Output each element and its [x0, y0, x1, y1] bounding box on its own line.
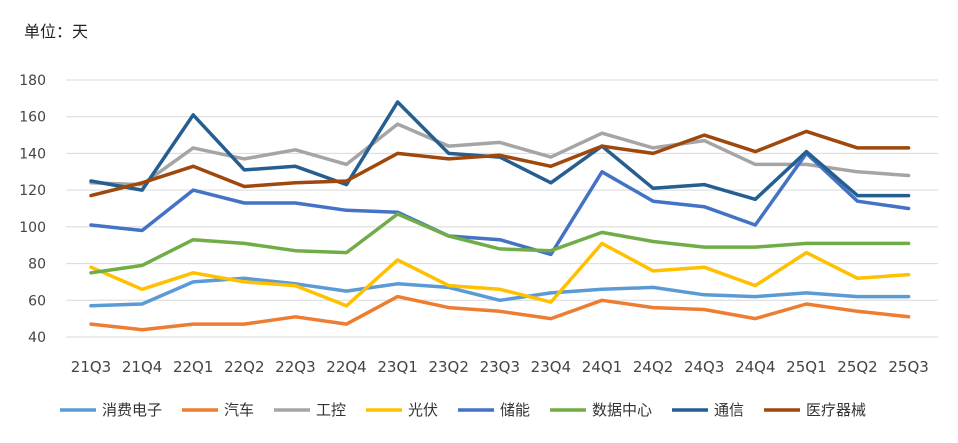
y-tick-label: 120 — [19, 183, 46, 199]
x-tick-label: 22Q3 — [275, 358, 315, 376]
series-line — [89, 122, 911, 187]
x-tick-label: 24Q3 — [684, 358, 724, 376]
x-tick-label: 23Q4 — [531, 358, 571, 376]
legend-label: 汽车 — [224, 401, 254, 419]
series-line — [89, 241, 911, 308]
x-tick-label: 24Q1 — [582, 358, 622, 376]
series-line — [89, 212, 911, 275]
x-tick-label: 22Q1 — [173, 358, 213, 376]
series-line — [89, 129, 911, 198]
x-tick-label: 24Q4 — [735, 358, 775, 376]
x-tick-label: 24Q2 — [633, 358, 673, 376]
x-tick-label: 25Q3 — [888, 358, 928, 376]
y-tick-label: 80 — [28, 257, 46, 273]
x-tick-label: 22Q2 — [224, 358, 264, 376]
x-tick-label: 23Q1 — [377, 358, 417, 376]
x-tick-label: 23Q3 — [480, 358, 520, 376]
legend-label: 储能 — [500, 401, 530, 419]
series-line — [89, 276, 911, 308]
x-tick-label: 25Q2 — [837, 358, 877, 376]
y-tick-label: 60 — [28, 293, 46, 309]
x-tick-label: 21Q3 — [71, 358, 111, 376]
x-tick-label: 21Q4 — [122, 358, 162, 376]
legend-label: 光伏 — [408, 401, 438, 419]
legend-label: 数据中心 — [592, 401, 652, 419]
unit-label: 单位：天 — [24, 22, 89, 41]
legend-label: 医疗器械 — [806, 401, 866, 419]
x-tick-label: 22Q4 — [326, 358, 366, 376]
x-tick-label: 23Q2 — [428, 358, 468, 376]
y-tick-label: 140 — [19, 146, 46, 162]
x-tick-label: 25Q1 — [786, 358, 826, 376]
y-tick-label: 40 — [28, 330, 46, 346]
series-line — [89, 294, 911, 332]
y-tick-label: 100 — [19, 220, 46, 236]
series-line — [89, 100, 911, 202]
y-tick-label: 180 — [19, 73, 46, 89]
series-line — [89, 151, 911, 257]
legend-label: 通信 — [714, 401, 744, 419]
legend-label: 消费电子 — [102, 401, 162, 419]
y-tick-label: 160 — [19, 110, 46, 126]
legend-label: 工控 — [316, 401, 346, 419]
